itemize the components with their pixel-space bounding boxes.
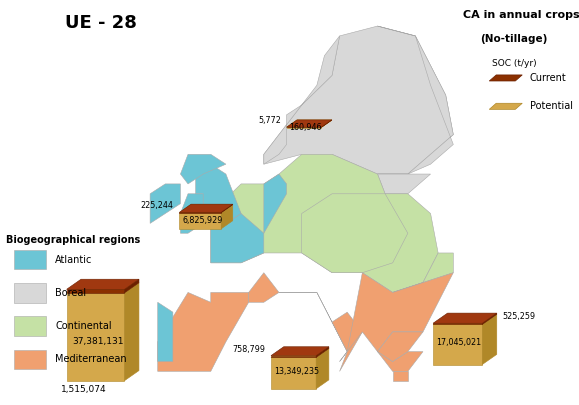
Polygon shape [181, 194, 241, 233]
Polygon shape [287, 120, 332, 127]
Polygon shape [287, 174, 317, 184]
Text: 17,045,021: 17,045,021 [436, 338, 481, 347]
Polygon shape [433, 314, 497, 324]
Polygon shape [196, 164, 241, 224]
Polygon shape [67, 293, 124, 381]
Text: 160,946: 160,946 [290, 123, 322, 132]
Text: Current: Current [530, 73, 566, 83]
Polygon shape [221, 204, 233, 213]
Polygon shape [433, 313, 497, 323]
Polygon shape [271, 347, 329, 356]
Text: Continental: Continental [55, 321, 112, 331]
Polygon shape [181, 154, 226, 184]
Text: 6,825,929: 6,825,929 [182, 215, 223, 224]
Polygon shape [302, 194, 408, 273]
Polygon shape [264, 26, 453, 174]
Polygon shape [124, 283, 139, 381]
Polygon shape [482, 313, 497, 324]
Text: 37,381,131: 37,381,131 [72, 337, 124, 346]
Polygon shape [321, 120, 332, 127]
Polygon shape [482, 314, 497, 364]
Text: 5,772: 5,772 [258, 116, 281, 125]
Polygon shape [393, 253, 453, 292]
Polygon shape [211, 154, 438, 292]
Polygon shape [279, 292, 347, 362]
Polygon shape [489, 103, 522, 109]
Polygon shape [264, 36, 340, 164]
Polygon shape [221, 205, 233, 229]
Text: (No-tillage): (No-tillage) [481, 34, 548, 45]
Polygon shape [347, 273, 453, 371]
Text: 1,515,074: 1,515,074 [61, 385, 107, 394]
Text: UE - 28: UE - 28 [65, 14, 137, 32]
Polygon shape [157, 302, 173, 362]
Polygon shape [179, 205, 233, 213]
Polygon shape [67, 289, 124, 293]
Polygon shape [14, 250, 46, 269]
Polygon shape [14, 283, 46, 303]
Polygon shape [378, 26, 453, 174]
Polygon shape [67, 279, 139, 289]
Polygon shape [271, 358, 316, 389]
Polygon shape [378, 174, 431, 194]
Text: SOC (t/yr): SOC (t/yr) [492, 59, 537, 68]
Text: 13,349,235: 13,349,235 [274, 367, 319, 376]
Polygon shape [179, 212, 221, 213]
Text: Atlantic: Atlantic [55, 255, 93, 264]
Polygon shape [489, 75, 522, 81]
Polygon shape [393, 371, 408, 381]
Polygon shape [157, 292, 248, 371]
Text: Boreal: Boreal [55, 288, 86, 298]
Polygon shape [287, 120, 332, 127]
Polygon shape [67, 283, 139, 293]
Polygon shape [264, 174, 287, 233]
Polygon shape [433, 324, 482, 364]
Text: 525,259: 525,259 [503, 312, 536, 321]
Text: Potential: Potential [530, 101, 573, 111]
Text: 758,799: 758,799 [232, 345, 265, 354]
Text: 225,244: 225,244 [141, 201, 174, 210]
Polygon shape [211, 213, 264, 263]
Text: CA in annual crops: CA in annual crops [463, 10, 579, 20]
Polygon shape [150, 184, 181, 224]
Text: Biogeographical regions: Biogeographical regions [6, 235, 140, 245]
Polygon shape [316, 347, 329, 358]
Polygon shape [14, 350, 46, 369]
Polygon shape [248, 273, 279, 302]
Polygon shape [378, 332, 423, 362]
Polygon shape [433, 323, 482, 324]
Polygon shape [179, 213, 221, 229]
Polygon shape [124, 279, 139, 293]
Polygon shape [271, 356, 316, 358]
Polygon shape [271, 349, 329, 358]
Text: Mediterranean: Mediterranean [55, 354, 127, 364]
Polygon shape [321, 120, 332, 128]
Polygon shape [332, 312, 362, 371]
Polygon shape [316, 349, 329, 389]
Polygon shape [179, 204, 233, 212]
Polygon shape [14, 316, 46, 336]
